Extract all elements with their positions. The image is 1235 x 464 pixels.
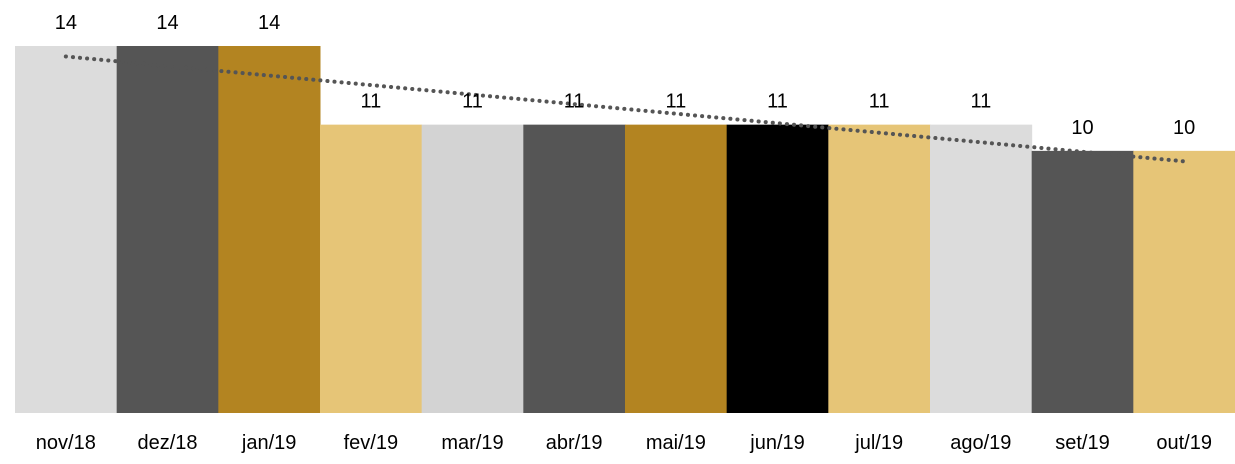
data-label: 14 (156, 12, 178, 34)
data-label: 11 (665, 91, 686, 113)
bar-ago-19 (930, 124, 1033, 413)
bar-dez-18 (116, 46, 219, 413)
category-labels-layer: nov/18 dez/18 jan/19 fev/19 mar/19 abr/19 mai/… (36, 432, 1212, 454)
category-label: abr/19 (546, 432, 603, 454)
bar-jul-19 (828, 124, 931, 413)
category-label: jun/19 (749, 432, 805, 454)
category-label: nov/18 (36, 432, 96, 454)
bar-out-19 (1133, 150, 1235, 414)
category-label: set/19 (1055, 432, 1109, 454)
category-label: mai/19 (646, 432, 706, 454)
data-label: 10 (1071, 117, 1093, 139)
data-label: 10 (1173, 117, 1195, 139)
category-label: jul/19 (854, 432, 903, 454)
bar-jun-19 (726, 124, 829, 413)
bar-jan-19 (218, 46, 321, 413)
bar-nov-18 (15, 46, 118, 413)
data-label: 11 (462, 91, 483, 113)
data-label: 11 (970, 91, 991, 113)
bar-mai-19 (625, 124, 728, 413)
trendline-layer (63, 54, 1187, 164)
bar-fev-19 (320, 124, 423, 413)
data-label: 14 (258, 12, 280, 34)
bar-set-19 (1031, 150, 1134, 414)
data-labels-layer: 14 14 14 11 11 11 11 11 11 11 10 10 (55, 12, 1196, 139)
category-label: jan/19 (241, 432, 297, 454)
trendline (63, 54, 1187, 164)
category-label: fev/19 (344, 432, 398, 454)
data-label: 11 (869, 91, 890, 113)
category-label: dez/18 (137, 432, 197, 454)
data-label: 11 (767, 91, 788, 113)
category-label: ago/19 (950, 432, 1011, 454)
data-label: 11 (564, 91, 585, 113)
data-label: 11 (360, 91, 381, 113)
data-label: 14 (55, 12, 77, 34)
bars-layer (15, 46, 1235, 414)
bar-abr-19 (523, 124, 626, 413)
category-label: out/19 (1156, 432, 1212, 454)
category-label: mar/19 (441, 432, 503, 454)
bar-mar-19 (421, 124, 524, 413)
